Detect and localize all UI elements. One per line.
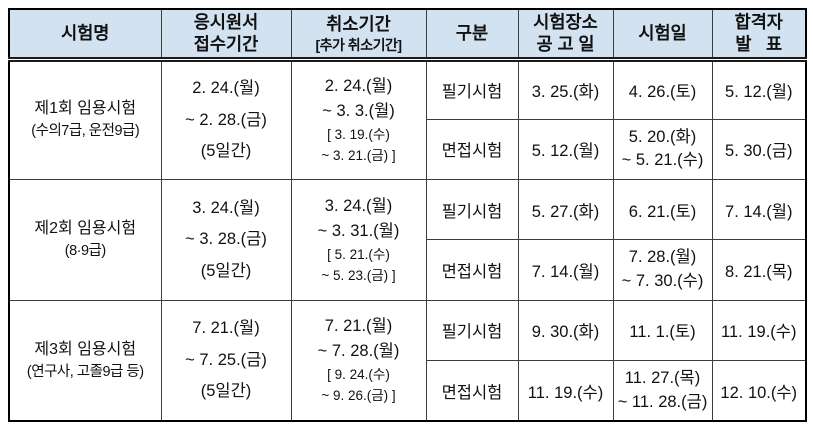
apply-period-cell: 2. 24.(월) ~ 2. 28.(금) (5일간) <box>160 58 292 181</box>
exam-schedule-table: 시험명 응시원서 접수기간 취소기간 [추가 취소기간] 구분 시험장소 <box>8 8 807 422</box>
exam-type-cell: 필기시험 <box>425 299 519 362</box>
column-header-exam-date: 시험일 <box>612 8 713 62</box>
apply-duration: (5일간) <box>200 261 252 280</box>
table-row-exam1-written: 제1회 임용시험 (수의7급, 운전9급) 2. 24.(월) ~ 2. 28.… <box>8 58 807 181</box>
cancel-period-cell: 2. 24.(월) ~ 3. 3.(월) [ 3. 19.(수) ~ 3. 21… <box>290 58 427 181</box>
header-label-line2: 공 고 일 <box>536 34 595 55</box>
result-date-cell: 11. 19.(수) <box>711 299 807 362</box>
header-label-line2: [추가 취소기간] <box>315 36 403 53</box>
exam-name-cell: 제2회 임용시험 (8·9급) <box>8 179 162 301</box>
column-header-result-date: 합격자 발 표 <box>711 8 807 62</box>
table-row-exam2-interview: 면접시험 7. 14.(월) 7. 28.(월) ~ 7. 30.(수) 8. … <box>9 239 807 301</box>
apply-period-cell: 3. 24.(월) ~ 3. 28.(금) (5일간) <box>160 179 292 301</box>
apply-start: 3. 24.(월) <box>192 198 260 217</box>
exam-date-cell: 6. 21.(토) <box>612 179 713 241</box>
cancel-period-cell: 7. 21.(월) ~ 7. 28.(월) [ 9. 24.(수) ~ 9. 2… <box>290 299 427 422</box>
exam-date-cell: 5. 20.(화) ~ 5. 21.(수) <box>612 118 713 181</box>
cancel-extra-start: [ 5. 21.(수) <box>327 246 390 262</box>
header-label-line2: 발 표 <box>735 34 783 55</box>
column-header-cancel-period: 취소기간 [추가 취소기간] <box>290 8 427 62</box>
apply-start: 2. 24.(월) <box>192 79 260 98</box>
cancel-period-cell: 3. 24.(월) ~ 3. 31.(월) [ 5. 21.(수) ~ 5. 2… <box>290 179 427 301</box>
header-label: 시험장소 <box>533 11 598 32</box>
header-label: 합격자 <box>734 11 783 32</box>
cancel-start: 7. 21.(월) <box>324 316 393 335</box>
table-row-exam1-interview: 면접시험 5. 12.(월) 5. 20.(화) ~ 5. 21.(수) 5. … <box>9 118 807 181</box>
result-date-cell: 7. 14.(월) <box>711 179 807 241</box>
venue-notice-cell: 9. 30.(화) <box>517 299 614 362</box>
column-header-exam-name: 시험명 <box>8 8 162 62</box>
venue-notice-cell: 5. 27.(화) <box>517 179 614 241</box>
header-label: 시험일 <box>638 22 687 43</box>
exam-date-cell: 11. 27.(목) ~ 11. 28.(금) <box>612 360 713 422</box>
apply-duration: (5일간) <box>200 142 252 160</box>
table-row-exam3-interview: 면접시험 11. 19.(수) 11. 27.(목) ~ 11. 28.(금) … <box>9 360 807 422</box>
exam-name-detail: (연구사, 고졸9급 등) <box>26 363 144 380</box>
apply-end: ~ 3. 28.(금) <box>185 230 267 249</box>
apply-duration: (5일간) <box>200 382 252 401</box>
result-date-cell: 8. 21.(목) <box>711 239 807 301</box>
exam-name-cell: 제1회 임용시험 (수의7급, 운전9급) <box>8 58 162 181</box>
exam-type-cell: 면접시험 <box>425 118 519 181</box>
cancel-end: ~ 7. 28.(월) <box>317 342 400 361</box>
table-row-exam2-written: 제2회 임용시험 (8·9급) 3. 24.(월) ~ 3. 28.(금) (5… <box>8 179 807 301</box>
venue-notice-cell: 5. 12.(월) <box>517 118 614 181</box>
cancel-extra-end: ~ 5. 23.(금) ] <box>321 267 396 283</box>
apply-period-cell: 7. 21.(월) ~ 7. 25.(금) (5일간) <box>160 299 292 422</box>
header-label: 시험명 <box>61 22 110 43</box>
cancel-extra-start: [ 9. 24.(수) <box>327 367 390 383</box>
venue-notice-cell: 7. 14.(월) <box>517 239 614 301</box>
cancel-end: ~ 3. 3.(월) <box>322 102 395 121</box>
venue-notice-cell: 11. 19.(수) <box>517 360 614 422</box>
table-row-exam3-written: 제3회 임용시험 (연구사, 고졸9급 등) 7. 21.(월) ~ 7. 25… <box>8 299 807 422</box>
venue-notice-cell: 3. 25.(화) <box>517 58 614 120</box>
cancel-end: ~ 3. 31.(월) <box>317 222 400 241</box>
exam-type-cell: 필기시험 <box>425 179 519 241</box>
exam-name-detail: (8·9급) <box>64 243 106 260</box>
column-header-venue-notice: 시험장소 공 고 일 <box>517 8 614 62</box>
exam-date-cell: 4. 26.(토) <box>612 58 713 120</box>
apply-end: ~ 7. 25.(금) <box>185 350 267 369</box>
header-label: 구분 <box>455 22 489 43</box>
cancel-extra-end: ~ 9. 26.(금) ] <box>321 387 396 403</box>
result-date-cell: 12. 10.(수) <box>711 360 807 422</box>
exam-name: 제3회 임용시험 <box>34 340 137 358</box>
header-label: 취소기간 <box>326 13 391 34</box>
exam-type-cell: 필기시험 <box>425 58 519 120</box>
cancel-extra-start: [ 3. 19.(수) <box>327 126 390 142</box>
exam-date-cell: 7. 28.(월) ~ 7. 30.(수) <box>612 239 713 301</box>
exam-name: 제2회 임용시험 <box>34 220 137 238</box>
result-date-cell: 5. 30.(금) <box>711 118 807 181</box>
exam-type-cell: 면접시험 <box>425 239 519 301</box>
exam-type-cell: 면접시험 <box>425 360 519 422</box>
header-label: 응시원서 <box>193 11 259 32</box>
cancel-start: 3. 24.(월) <box>324 196 393 215</box>
column-header-apply-period: 응시원서 접수기간 <box>160 8 292 62</box>
header-label-line2: 접수기간 <box>193 34 259 55</box>
apply-start: 7. 21.(월) <box>192 319 260 338</box>
exam-name-cell: 제3회 임용시험 (연구사, 고졸9급 등) <box>8 299 162 422</box>
cancel-extra-end: ~ 3. 21.(금) ] <box>321 147 396 163</box>
exam-name-detail: (수의7급, 운전9급) <box>31 123 140 140</box>
header-row: 시험명 응시원서 접수기간 취소기간 [추가 취소기간] 구분 시험장소 <box>8 8 807 62</box>
cancel-start: 2. 24.(월) <box>324 76 393 95</box>
result-date-cell: 5. 12.(월) <box>711 58 807 120</box>
exam-name: 제1회 임용시험 <box>34 100 137 118</box>
apply-end: ~ 2. 28.(금) <box>185 110 267 129</box>
exam-date-cell: 11. 1.(토) <box>612 299 713 362</box>
column-header-category: 구분 <box>425 8 519 62</box>
